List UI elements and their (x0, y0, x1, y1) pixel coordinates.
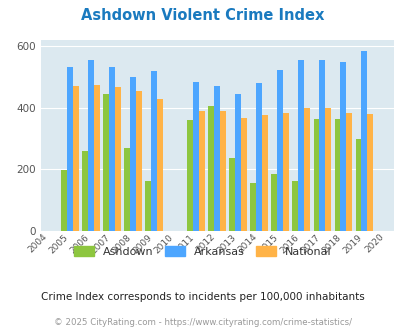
Bar (355, 139, 360, 231)
Bar (136, 90, 142, 231)
Bar (198, 111, 205, 231)
Bar (283, 113, 288, 231)
Bar (115, 87, 121, 231)
Bar (187, 120, 193, 231)
Bar (319, 60, 324, 231)
Bar (73, 86, 79, 231)
Bar (367, 114, 372, 231)
Bar (339, 62, 345, 231)
Bar (151, 71, 157, 231)
Bar (82, 151, 88, 231)
Text: © 2025 CityRating.com - https://www.cityrating.com/crime-statistics/: © 2025 CityRating.com - https://www.city… (54, 318, 351, 327)
Text: Ashdown Violent Crime Index: Ashdown Violent Crime Index (81, 8, 324, 23)
Bar (256, 83, 262, 231)
Bar (324, 109, 330, 231)
Bar (250, 182, 256, 231)
Bar (124, 148, 130, 231)
Bar (208, 106, 214, 231)
Bar (334, 119, 339, 231)
Bar (109, 67, 115, 231)
Bar (292, 181, 298, 231)
Bar (360, 51, 367, 231)
Bar (67, 67, 73, 231)
Bar (61, 170, 67, 231)
Bar (157, 99, 162, 231)
Text: Crime Index corresponds to incidents per 100,000 inhabitants: Crime Index corresponds to incidents per… (41, 292, 364, 302)
Bar (193, 82, 198, 231)
Bar (88, 60, 94, 231)
Bar (271, 174, 277, 231)
Bar (298, 60, 303, 231)
Bar (145, 181, 151, 231)
Bar (130, 77, 136, 231)
Bar (277, 70, 283, 231)
Bar (345, 113, 351, 231)
Bar (235, 94, 241, 231)
Bar (103, 94, 109, 231)
Bar (229, 158, 235, 231)
Bar (94, 85, 100, 231)
Bar (241, 118, 247, 231)
Bar (313, 119, 319, 231)
Bar (220, 111, 226, 231)
Legend: Ashdown, Arkansas, National: Ashdown, Arkansas, National (71, 242, 334, 260)
Bar (214, 86, 220, 231)
Bar (303, 108, 309, 231)
Bar (262, 115, 267, 231)
